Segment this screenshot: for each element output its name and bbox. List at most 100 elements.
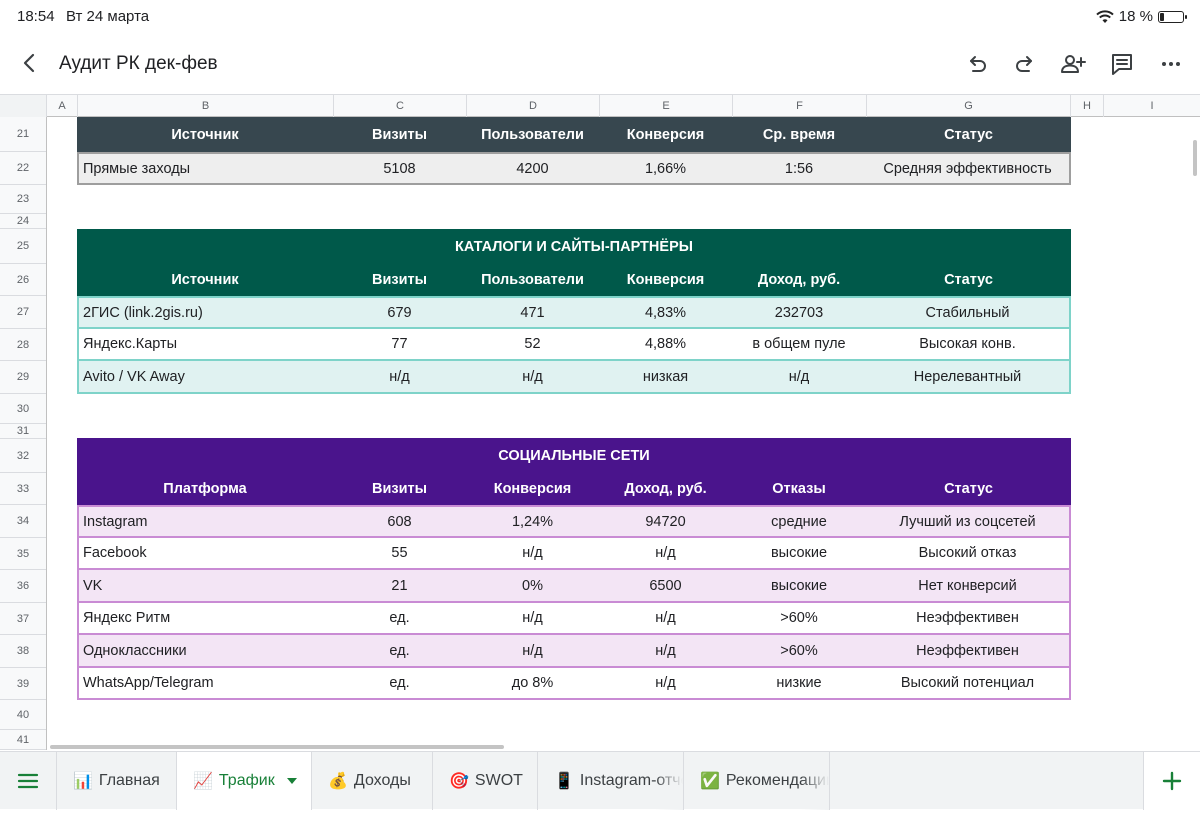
row-header[interactable]: 34 bbox=[0, 505, 46, 538]
back-button[interactable] bbox=[16, 50, 42, 76]
row-header[interactable]: 24 bbox=[0, 214, 46, 229]
header-cell[interactable]: Статус bbox=[944, 481, 993, 497]
header-cell[interactable]: Визиты bbox=[372, 126, 427, 143]
header-cell[interactable]: Пользователи bbox=[481, 126, 584, 143]
row-header[interactable]: 27 bbox=[0, 296, 46, 329]
table-cell[interactable]: VK bbox=[83, 577, 103, 594]
table-cell[interactable]: Яндекс Ритм bbox=[83, 610, 171, 626]
table-cell[interactable]: 232703 bbox=[774, 304, 824, 321]
table-cell[interactable]: 52 bbox=[524, 336, 541, 352]
row-header[interactable]: 30 bbox=[0, 394, 46, 424]
row-header[interactable]: 21 bbox=[0, 117, 46, 152]
share-button[interactable] bbox=[1059, 50, 1087, 78]
column-header[interactable]: G bbox=[867, 95, 1071, 117]
all-sheets-button[interactable] bbox=[0, 752, 57, 810]
table-cell[interactable]: 4,83% bbox=[644, 304, 687, 321]
table-cell[interactable]: 21 bbox=[391, 577, 408, 594]
sheet-tab-instagram[interactable]: 📱 Instagram-отчёт bbox=[538, 752, 684, 810]
row-header[interactable]: 35 bbox=[0, 538, 46, 570]
table-cell[interactable]: Facebook bbox=[83, 545, 147, 561]
table-cell[interactable]: н/д bbox=[522, 368, 543, 385]
row-header[interactable]: 39 bbox=[0, 668, 46, 700]
header-cell[interactable]: Конверсия bbox=[493, 481, 572, 497]
table-cell[interactable]: Высокий потенциал bbox=[900, 675, 1035, 691]
sheet-tab-swot[interactable]: 🎯 SWOT bbox=[433, 752, 538, 810]
table-cell[interactable]: Нет конверсий bbox=[918, 577, 1017, 594]
table-cell[interactable]: высокие bbox=[770, 545, 828, 561]
table-cell[interactable]: н/д bbox=[522, 642, 543, 659]
sheet-tab-recommendations[interactable]: ✅ Рекомендации bbox=[684, 752, 830, 810]
undo-button[interactable] bbox=[963, 50, 991, 78]
table-cell[interactable]: н/д bbox=[655, 642, 676, 659]
spreadsheet-grid[interactable]: Источник Визиты Пользователи Конверсия С… bbox=[47, 117, 1200, 750]
comments-button[interactable] bbox=[1108, 50, 1136, 78]
header-cell[interactable]: Статус bbox=[944, 272, 993, 288]
table-cell[interactable]: высокие bbox=[770, 577, 828, 594]
table-cell[interactable]: Instagram bbox=[83, 513, 148, 530]
header-cell[interactable]: Конверсия bbox=[626, 272, 705, 288]
sheet-tab-main[interactable]: 📊 Главная bbox=[57, 752, 177, 810]
column-header[interactable]: B bbox=[78, 95, 334, 117]
table-cell[interactable]: 77 bbox=[391, 336, 408, 352]
table-cell[interactable]: 5108 bbox=[383, 160, 416, 177]
table-cell[interactable]: ед. bbox=[389, 642, 410, 659]
row-header[interactable]: 32 bbox=[0, 439, 46, 473]
header-cell[interactable]: Конверсия bbox=[626, 126, 705, 143]
table-cell[interactable]: Avito / VK Away bbox=[83, 368, 185, 385]
row-header[interactable]: 22 bbox=[0, 152, 46, 185]
table-cell[interactable]: 94720 bbox=[645, 513, 686, 530]
header-cell[interactable]: Визиты bbox=[372, 481, 427, 497]
table-cell[interactable]: >60% bbox=[780, 642, 818, 659]
column-header[interactable]: A bbox=[47, 95, 78, 117]
header-cell[interactable]: Платформа bbox=[163, 481, 247, 497]
horizontal-scrollbar[interactable] bbox=[50, 745, 504, 749]
table-cell[interactable]: н/д bbox=[522, 545, 543, 561]
row-header[interactable]: 23 bbox=[0, 185, 46, 214]
table-title[interactable]: КАТАЛОГИ И САЙТЫ-ПАРТНЁРЫ bbox=[77, 229, 1071, 264]
header-cell[interactable]: Статус bbox=[944, 126, 993, 143]
table-cell[interactable]: Неэффективен bbox=[916, 642, 1019, 659]
table-cell[interactable]: н/д bbox=[655, 610, 676, 626]
table-cell[interactable]: в общем пуле bbox=[752, 336, 846, 352]
add-sheet-button[interactable] bbox=[1143, 752, 1200, 810]
row-header[interactable]: 37 bbox=[0, 603, 46, 635]
table-cell[interactable]: 1,24% bbox=[511, 513, 554, 530]
table-cell[interactable]: 6500 bbox=[649, 577, 682, 594]
table-cell[interactable]: Высокая конв. bbox=[919, 336, 1016, 352]
header-cell[interactable]: Отказы bbox=[772, 481, 826, 497]
table-cell[interactable]: средние bbox=[771, 513, 827, 530]
row-header[interactable]: 26 bbox=[0, 264, 46, 296]
table-cell[interactable]: Лучший из соцсетей bbox=[899, 513, 1036, 530]
table-cell[interactable]: низкая bbox=[642, 368, 689, 385]
table-cell[interactable]: ед. bbox=[389, 610, 410, 626]
table-cell[interactable]: н/д bbox=[655, 545, 676, 561]
document-title[interactable]: Аудит РК дек-фев bbox=[59, 53, 218, 74]
header-cell[interactable]: Доход, руб. bbox=[757, 272, 841, 288]
table-cell[interactable]: 4,88% bbox=[644, 336, 687, 352]
table-title[interactable]: СОЦИАЛЬНЫЕ СЕТИ bbox=[77, 438, 1071, 473]
row-header[interactable]: 29 bbox=[0, 361, 46, 394]
column-header[interactable]: E bbox=[600, 95, 733, 117]
table-cell[interactable]: ед. bbox=[389, 675, 410, 691]
column-header[interactable]: I bbox=[1150, 100, 1154, 112]
column-header[interactable]: D bbox=[467, 95, 600, 117]
table-cell[interactable]: н/д bbox=[522, 610, 543, 626]
row-header[interactable]: 41 bbox=[0, 730, 46, 750]
table-cell[interactable]: Неэффективен bbox=[916, 610, 1019, 626]
sheet-tab-traffic[interactable]: 📈 Трафик bbox=[177, 752, 312, 810]
table-cell[interactable]: Средняя эффективность bbox=[883, 160, 1052, 177]
table-cell[interactable]: >60% bbox=[780, 610, 818, 626]
row-header[interactable]: 31 bbox=[0, 424, 46, 439]
table-cell[interactable]: н/д bbox=[655, 675, 676, 691]
row-header[interactable]: 33 bbox=[0, 473, 46, 505]
table-cell[interactable]: 2ГИС (link.2gis.ru) bbox=[83, 304, 203, 321]
table-cell[interactable]: Стабильный bbox=[925, 304, 1010, 321]
table-cell[interactable]: 679 bbox=[387, 304, 412, 321]
table-cell[interactable]: WhatsApp/Telegram bbox=[83, 675, 214, 691]
table-cell[interactable]: 1:56 bbox=[784, 160, 814, 177]
row-header[interactable]: 36 bbox=[0, 570, 46, 603]
table-cell[interactable]: н/д bbox=[788, 368, 810, 385]
redo-button[interactable] bbox=[1011, 50, 1039, 78]
table-cell[interactable]: н/д bbox=[389, 368, 410, 385]
header-cell[interactable]: Пользователи bbox=[481, 272, 584, 288]
